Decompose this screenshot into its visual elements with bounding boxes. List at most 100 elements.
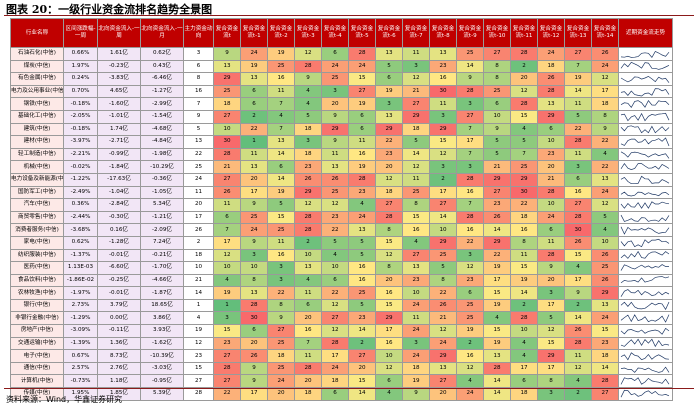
rank-cell: 11 (537, 235, 565, 250)
rank-cell: 9 (240, 198, 268, 212)
rank-cell: 9 (483, 122, 511, 137)
north-month: -4.84亿 (140, 135, 184, 149)
rank-cell: 5 (348, 248, 376, 263)
rank-cell: 28 (213, 147, 241, 162)
north-month: -4.66亿 (140, 273, 184, 288)
rank-cell: 6 (375, 374, 403, 389)
rank-cell: 16 (348, 147, 376, 162)
rank-cell: 9 (240, 235, 268, 250)
rank-cell: 11 (267, 235, 295, 250)
rank-cell: 14 (267, 147, 295, 162)
sparkline-line (620, 62, 670, 71)
rank-cell: 3 (267, 261, 295, 275)
rank-cell: 28 (294, 361, 322, 376)
north-week: 1.18亿 (97, 374, 141, 389)
rank-cell: 14 (510, 286, 538, 300)
rank-cell: 13 (348, 223, 376, 237)
rank-cell: 12 (591, 72, 619, 86)
change: 0.36% (63, 198, 98, 212)
industry-name: 家电(中信) (10, 235, 64, 250)
row: 家电(中信) 0.62% -1.28亿 7.24亿 2 17 9 11 2 5 5 15 4 29 22 29… (10, 235, 673, 250)
rank-cell: 17 (429, 185, 457, 200)
sparkline-line (620, 366, 670, 373)
rank-cell: 2 (564, 298, 592, 313)
rank-cell: 7 (456, 147, 484, 162)
main-flow: 28 (183, 387, 214, 401)
main-flow: 25 (183, 160, 214, 174)
sparkline-cell (618, 97, 673, 111)
rank-cell: 27 (402, 97, 430, 111)
change: 2.57% (63, 361, 98, 376)
rank-cell: 3 (564, 160, 592, 174)
rank-cell: 15 (564, 248, 592, 263)
north-month: -1.70亿 (140, 261, 184, 275)
rank-cell: 29 (591, 286, 619, 300)
rank-cell: 12 (591, 198, 619, 212)
change: -1.29% (63, 311, 98, 326)
rank-cell: 4 (591, 223, 619, 237)
north-month: -6.46亿 (140, 72, 184, 86)
rank-cell: 20 (240, 172, 268, 187)
rank-cell: 28 (348, 172, 376, 187)
north-month: -3.03亿 (140, 361, 184, 376)
column-header: 复合资金流t-5 (348, 18, 376, 48)
column-header: 复合资金流t-4 (321, 18, 349, 48)
rank-cell: 15 (483, 286, 511, 300)
change: 2.73% (63, 298, 98, 313)
source: 资料来源：Wind，华鑫证券研究 (6, 395, 123, 404)
change: -1.22% (63, 172, 98, 187)
rank-cell: 18 (537, 59, 565, 74)
rank-cell: 18 (294, 122, 322, 137)
rank-cell: 5 (348, 235, 376, 250)
main-flow: 6 (183, 59, 214, 74)
rank-cell: 27 (429, 198, 457, 212)
north-month: 18.65亿 (140, 298, 184, 313)
rank-cell: 15 (267, 210, 295, 225)
change: -2.49% (63, 185, 98, 200)
rank-cell: 17 (564, 273, 592, 288)
rank-cell: 18 (510, 387, 538, 401)
industry-name: 机械(中信) (10, 160, 64, 174)
sparkline-line (620, 87, 670, 96)
rank-cell: 28 (375, 210, 403, 225)
rank-cell: 27 (564, 47, 592, 61)
rank-cell: 23 (483, 198, 511, 212)
sparkline-line (620, 50, 670, 58)
rank-cell: 22 (375, 135, 403, 149)
north-week: -1.04亿 (97, 185, 141, 200)
column-header: 北向资金流入-一月 (140, 18, 184, 48)
rank-cell: 23 (456, 273, 484, 288)
industry-name: 建材(中信) (10, 135, 64, 149)
rank-cell: 27 (213, 109, 241, 124)
rank-cell: 29 (321, 122, 349, 137)
rank-cell: 20 (375, 160, 403, 174)
rank-cell: 9 (240, 374, 268, 389)
main-flow: 14 (183, 286, 214, 300)
rank-cell: 25 (213, 84, 241, 99)
rank-cell: 10 (294, 248, 322, 263)
rank-cell: 8 (483, 59, 511, 74)
rank-cell: 15 (510, 261, 538, 275)
sparkline-cell (618, 147, 673, 162)
rank-cell: 27 (483, 185, 511, 200)
rank-cell: 20 (294, 374, 322, 389)
sparkline-line (620, 264, 669, 271)
rank-cell: 9 (402, 387, 430, 401)
change: -0.18% (63, 122, 98, 137)
main-flow: 9 (183, 109, 214, 124)
sparkline-cell (618, 109, 673, 124)
rank-cell: 24 (321, 361, 349, 376)
rank-cell: 18 (591, 349, 619, 363)
rank-cell: 2 (429, 172, 457, 187)
rank-cell: 20 (429, 387, 457, 401)
main-flow: 4 (183, 311, 214, 326)
rank-cell: 2 (294, 235, 322, 250)
industry-name: 医药(中信) (10, 261, 64, 275)
rank-cell: 6 (240, 97, 268, 111)
rank-cell: 23 (429, 59, 457, 74)
sparkline (620, 251, 670, 260)
row: 电力及公用事业(中信) 0.70% 4.65亿 -1.27亿 16 25 6 11 4 3 27 19… (10, 84, 673, 99)
rank-cell: 25 (321, 72, 349, 86)
rank-cell: 16 (564, 185, 592, 200)
